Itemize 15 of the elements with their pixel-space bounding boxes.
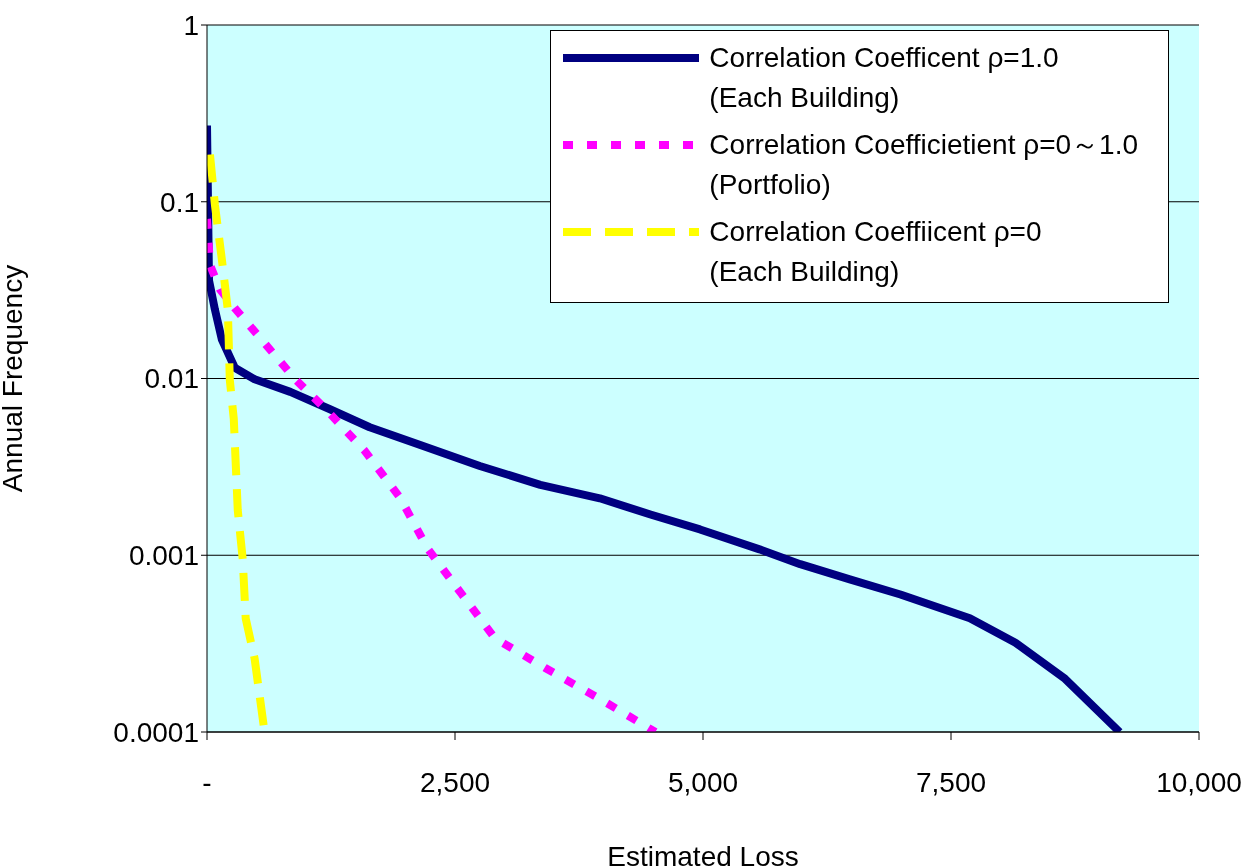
legend-label: Correlation Coeffiicent ρ=0 (Each Building) [709,215,1042,289]
x-axis-title: Estimated Loss [607,841,799,866]
legend-label: Correlation Coefficent ρ=1.0 (Each Building) [709,41,1059,115]
legend-label: Correlation Coefficietient ρ=0～1.0 (Portfolio) [709,128,1138,202]
x-tick-label: 5,000 [667,766,739,798]
y-tick-label: 0.0001 [113,716,199,748]
y-tick-label: 0.001 [128,540,199,572]
x-tick-label: 7,500 [915,766,987,798]
y-tick-label: 0.1 [160,186,199,218]
y-axis-title: Annual Frequency [0,264,28,493]
x-tick-label: - [202,766,212,798]
x-tick-label: 2,500 [419,766,491,798]
x-tick-label: 10,000 [1156,766,1242,798]
y-tick-label: 1 [183,9,199,41]
y-tick-label: 0.01 [144,363,199,395]
